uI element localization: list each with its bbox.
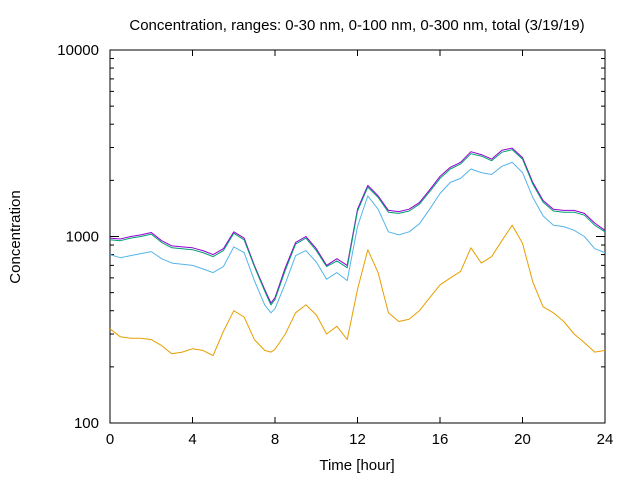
series-line-2	[109, 149, 606, 306]
series-line-4	[109, 224, 606, 356]
x-tick-label: 0	[106, 431, 114, 448]
y-tick-label: 1000	[66, 229, 99, 246]
x-tick-label: 24	[597, 431, 614, 448]
x-tick-label: 8	[271, 431, 279, 448]
x-tick-label: 4	[188, 431, 196, 448]
x-tick-label: 12	[349, 431, 366, 448]
y-tick-label: 100	[74, 415, 99, 432]
x-axis-label: Time [hour]	[319, 457, 394, 474]
chart-title: Concentration, ranges: 0-30 nm, 0-100 nm…	[129, 17, 584, 34]
x-tick-label: 20	[514, 431, 531, 448]
y-axis-label: Concentration	[7, 190, 24, 283]
axis-ticks: 0 4 8 12 16 20 24 100 1000 10000	[57, 42, 613, 448]
y-tick-label: 10000	[57, 42, 99, 59]
series-line-3	[109, 161, 606, 314]
series-layer	[109, 147, 606, 356]
plot-frame	[109, 49, 606, 424]
x-tick-label: 16	[432, 431, 449, 448]
